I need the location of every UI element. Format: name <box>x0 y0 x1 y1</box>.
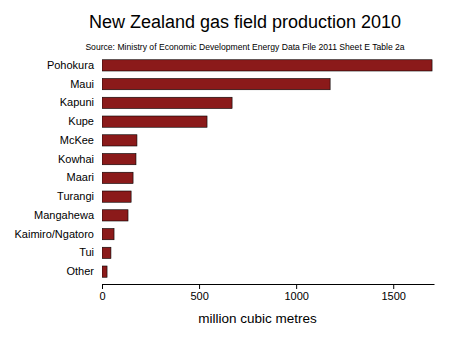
y-tick-label: Kapuni <box>60 96 94 108</box>
y-tick-label: Kupe <box>68 115 94 127</box>
y-tick-label: Mangahewa <box>34 209 95 221</box>
y-axis: Pohokura Maui Kapuni Kupe McKee Kowhai Maari Tu… <box>15 59 100 277</box>
y-tick: Kupe <box>68 115 100 127</box>
y-tick-label: Turangi <box>57 190 94 202</box>
y-tick-label: Maui <box>70 78 94 90</box>
y-tick: Kowhai <box>58 153 100 165</box>
y-tick: Turangi <box>57 190 100 202</box>
bar <box>102 172 133 183</box>
bar <box>102 266 107 277</box>
bar <box>102 210 128 221</box>
bar <box>102 79 330 90</box>
x-tick-label: 500 <box>190 290 208 302</box>
y-tick: Tui <box>79 246 100 258</box>
y-tick: Kapuni <box>60 96 100 108</box>
bar <box>102 229 114 240</box>
bar <box>102 116 207 127</box>
bar <box>102 191 131 202</box>
x-axis: 0 500 1000 1500 <box>99 284 434 302</box>
y-tick-label: Pohokura <box>47 59 95 71</box>
y-tick: Kaimiro/Ngatoro <box>15 228 100 240</box>
bar <box>102 154 136 165</box>
title: New Zealand gas field production 2010 <box>89 12 401 32</box>
x-axis-line <box>103 284 435 285</box>
y-tick: Other <box>66 265 100 277</box>
x-tick: 1500 <box>381 284 405 302</box>
bar <box>102 60 432 71</box>
y-tick-label: Kowhai <box>58 153 94 165</box>
y-tick: Mangahewa <box>34 209 100 221</box>
bar <box>102 135 137 146</box>
y-tick-label: Kaimiro/Ngatoro <box>15 228 94 240</box>
y-tick-label: McKee <box>60 134 94 146</box>
x-tick: 500 <box>190 284 208 302</box>
chart: New Zealand gas field production 2010 Sou… <box>0 0 450 338</box>
y-tick: McKee <box>60 134 100 146</box>
x-tick-mark <box>102 284 103 289</box>
bar <box>102 247 111 258</box>
bar <box>102 97 232 108</box>
y-tick-label: Maari <box>66 171 94 183</box>
x-tick: 0 <box>99 284 105 302</box>
x-tick-mark <box>199 284 200 289</box>
y-tick: Pohokura <box>47 59 100 71</box>
x-tick: 1000 <box>284 284 308 302</box>
bars <box>102 60 432 278</box>
y-tick: Maui <box>70 78 100 90</box>
x-tick-label: 0 <box>99 290 105 302</box>
y-tick: Maari <box>66 171 100 183</box>
x-axis-title: million cubic metres <box>198 311 317 326</box>
y-tick-label: Tui <box>79 246 94 258</box>
x-tick-mark <box>393 284 394 289</box>
y-tick-label: Other <box>66 265 94 277</box>
subtitle: Source: Ministry of Economic Development… <box>85 42 404 52</box>
x-tick-mark <box>296 284 297 289</box>
x-tick-label: 1000 <box>284 290 308 302</box>
x-tick-label: 1500 <box>381 290 405 302</box>
